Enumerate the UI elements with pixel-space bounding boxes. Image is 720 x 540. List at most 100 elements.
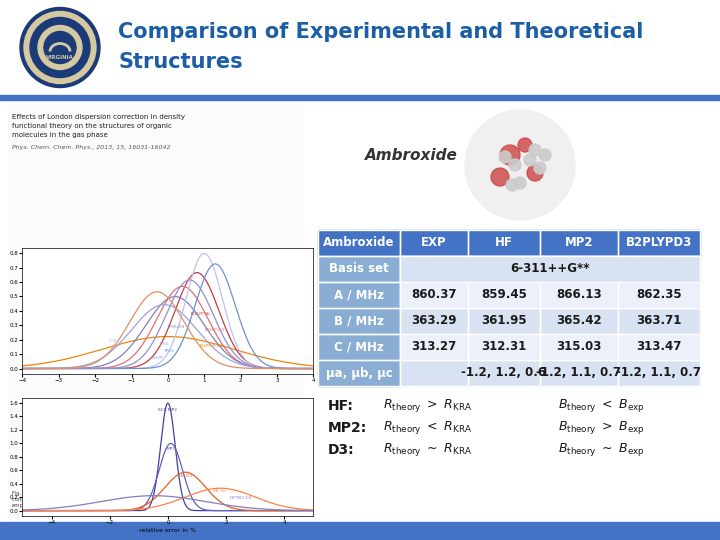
Bar <box>318 256 400 282</box>
Text: HF:: HF: <box>328 399 354 413</box>
Bar <box>468 360 540 386</box>
Text: DFTB3 D3: DFTB3 D3 <box>230 496 251 501</box>
Bar <box>540 308 618 334</box>
Text: 361.95: 361.95 <box>481 314 527 327</box>
Bar <box>400 360 468 386</box>
Bar <box>540 230 618 256</box>
Text: MP2:: MP2: <box>328 421 367 435</box>
Circle shape <box>529 144 541 156</box>
Bar <box>0 100 720 522</box>
Text: C / MHz: C / MHz <box>334 341 384 354</box>
Circle shape <box>465 110 575 220</box>
Circle shape <box>514 177 526 189</box>
Bar <box>318 230 400 256</box>
Bar <box>618 230 700 256</box>
Text: $R_{\rm theory}$ $\sim$ $R_{\rm KRA}$: $R_{\rm theory}$ $\sim$ $R_{\rm KRA}$ <box>383 442 472 458</box>
Text: VIRGINIA: VIRGINIA <box>46 55 74 60</box>
Bar <box>540 360 618 386</box>
Bar <box>400 360 468 386</box>
Bar <box>318 308 400 334</box>
Bar <box>618 256 700 282</box>
Text: B2PLYPD3: B2PLYPD3 <box>626 237 692 249</box>
Circle shape <box>527 165 543 181</box>
Text: functional theory on the structures of organic: functional theory on the structures of o… <box>12 123 172 129</box>
Bar <box>618 282 700 308</box>
Circle shape <box>24 11 96 84</box>
Text: Structures: Structures <box>118 52 243 72</box>
Bar <box>0 95 720 100</box>
Bar <box>540 308 618 334</box>
Text: MP2: MP2 <box>564 237 593 249</box>
Bar <box>400 334 468 360</box>
Circle shape <box>509 159 521 171</box>
Text: LDA: LDA <box>109 339 117 343</box>
Text: D3:: D3: <box>328 443 355 457</box>
Bar <box>468 256 540 282</box>
Bar <box>318 308 400 334</box>
Circle shape <box>534 162 546 174</box>
Text: Basis set: Basis set <box>329 262 389 275</box>
Text: 859.45: 859.45 <box>481 288 527 301</box>
Bar <box>318 334 400 360</box>
Bar <box>468 334 540 360</box>
Text: Effects of London dispersion correction in density: Effects of London dispersion correction … <box>12 114 185 120</box>
Bar <box>540 282 618 308</box>
Text: HF-3c: HF-3c <box>214 489 227 494</box>
Text: Ambroxide: Ambroxide <box>323 237 395 249</box>
Circle shape <box>524 154 536 166</box>
Bar <box>400 282 468 308</box>
Text: $R_{\rm theory}$ $>$ $R_{\rm KRA}$: $R_{\rm theory}$ $>$ $R_{\rm KRA}$ <box>383 397 472 415</box>
Text: -1.2, 1.1, 0.7: -1.2, 1.1, 0.7 <box>536 367 621 380</box>
Text: Phys. Chem. Chem. Phys., 2013, 15, 16031-16042: Phys. Chem. Chem. Phys., 2013, 15, 16031… <box>12 145 171 150</box>
Bar <box>400 256 700 282</box>
Bar <box>318 282 400 308</box>
Text: TPSS-D3: TPSS-D3 <box>166 325 184 329</box>
Bar <box>618 256 700 282</box>
Bar <box>318 334 400 360</box>
Bar <box>468 308 540 334</box>
Text: $B_{\rm theory}$ $\sim$ $B_{\rm exp}$: $B_{\rm theory}$ $\sim$ $B_{\rm exp}$ <box>558 442 645 458</box>
Bar <box>318 360 400 386</box>
Circle shape <box>500 145 520 165</box>
Bar <box>618 308 700 334</box>
Bar <box>618 282 700 308</box>
Bar <box>318 256 400 282</box>
Bar <box>400 256 468 282</box>
Text: B / MHz: B / MHz <box>334 314 384 327</box>
Circle shape <box>518 138 532 152</box>
Bar <box>318 230 400 256</box>
Text: -1.2, 1.2, 0.6: -1.2, 1.2, 0.6 <box>462 367 546 380</box>
Bar <box>540 282 618 308</box>
Circle shape <box>20 8 100 87</box>
Bar <box>400 308 468 334</box>
Text: 313.47: 313.47 <box>636 341 682 354</box>
Text: 365.42: 365.42 <box>556 314 602 327</box>
Text: 363.29: 363.29 <box>411 314 456 327</box>
Bar <box>540 360 618 386</box>
Text: -1.2, 1.1, 0.7: -1.2, 1.1, 0.7 <box>616 367 701 380</box>
Text: MP2: MP2 <box>166 447 176 451</box>
Bar <box>318 360 400 386</box>
Text: Comparison of Experimental and Theoretical: Comparison of Experimental and Theoretic… <box>118 22 644 42</box>
Bar <box>540 256 618 282</box>
Bar <box>468 230 540 256</box>
Bar <box>400 308 468 334</box>
Bar <box>618 334 700 360</box>
Text: $R_{\rm theory}$ $<$ $R_{\rm KRA}$: $R_{\rm theory}$ $<$ $R_{\rm KRA}$ <box>383 420 472 436</box>
Bar <box>400 282 468 308</box>
Text: 313.27: 313.27 <box>411 341 456 354</box>
Circle shape <box>499 151 511 163</box>
X-axis label: relative error in %: relative error in % <box>140 528 197 533</box>
Bar <box>468 230 540 256</box>
Bar <box>0 0 720 95</box>
Circle shape <box>44 31 76 64</box>
Bar <box>540 334 618 360</box>
Bar <box>468 282 540 308</box>
Text: SCS MP2: SCS MP2 <box>158 408 177 413</box>
Circle shape <box>506 179 518 191</box>
Bar <box>400 256 468 282</box>
Bar <box>618 360 700 386</box>
Bar <box>468 282 540 308</box>
Bar <box>618 360 700 386</box>
Text: EXP: EXP <box>421 237 447 249</box>
